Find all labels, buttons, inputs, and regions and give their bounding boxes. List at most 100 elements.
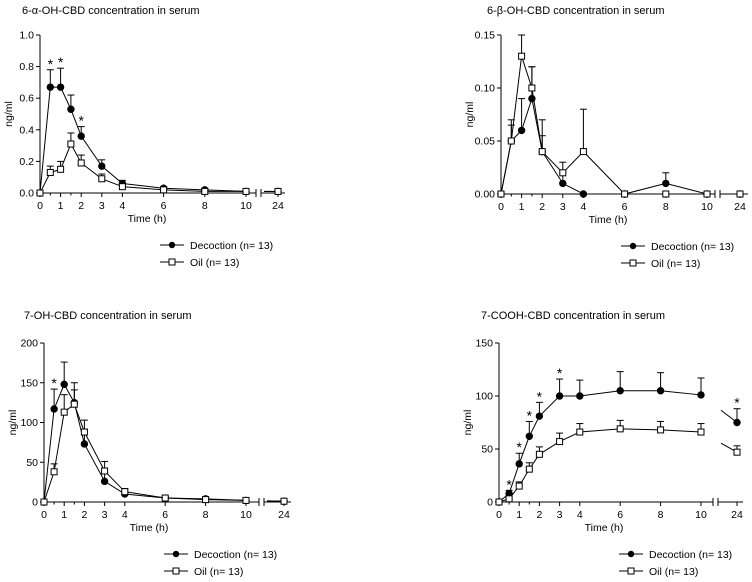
legend-item-decoction: Decoction (n= 13) [621, 241, 734, 253]
legend-marker [627, 550, 635, 558]
x-tick-label: 0 [498, 201, 504, 213]
data-point [101, 467, 109, 475]
series-oil [497, 34, 744, 198]
data-point [242, 496, 250, 504]
data-point [697, 428, 705, 436]
legend-label: Decoction (n= 13) [651, 241, 734, 253]
series-line [43, 403, 247, 503]
data-point [80, 428, 88, 436]
significance-marker: * [537, 388, 543, 404]
x-tick-label: 24 [278, 509, 290, 521]
x-tick-label: 4 [119, 200, 125, 212]
data-point [505, 495, 513, 503]
data-point [56, 83, 65, 91]
y-tick-label: 0 [487, 497, 493, 509]
data-point [100, 477, 109, 486]
legend-marker [627, 567, 635, 575]
y-tick-label: 0.2 [19, 156, 34, 168]
legend-item-oil: Oil (n= 13) [160, 257, 239, 269]
x-axis-label: Time (h) [128, 213, 167, 225]
series-line [39, 86, 247, 194]
legend-item-oil: Oil (n= 13) [619, 566, 698, 578]
series-line [500, 98, 708, 195]
series-oil [495, 419, 741, 506]
data-point [57, 165, 65, 173]
significance-marker: * [506, 476, 512, 492]
y-tick-label: 50 [26, 457, 38, 469]
data-point [525, 465, 533, 473]
x-tick-label: 24 [731, 509, 743, 521]
x-tick-label: 3 [102, 509, 108, 521]
data-point [515, 482, 523, 490]
data-point [538, 148, 546, 156]
x-tick-label: 10 [701, 201, 713, 213]
data-point [733, 448, 741, 456]
y-tick-label: 200 [20, 338, 38, 350]
data-point [40, 498, 48, 506]
x-tick-label: 6 [162, 509, 168, 521]
y-tick-label: 0.0 [19, 188, 34, 200]
x-axis-label: Time (h) [585, 522, 624, 534]
legend-marker [172, 550, 180, 558]
chart-panel-3: 7-OH-CBD concentration in serum050100150… [7, 310, 291, 578]
data-point [515, 460, 523, 468]
data-point [280, 497, 288, 505]
data-point [495, 498, 503, 506]
x-tick-label: 3 [99, 200, 105, 212]
data-point [559, 179, 567, 188]
data-point [559, 169, 567, 177]
legend-marker [172, 567, 180, 575]
significance-marker: * [78, 113, 84, 129]
legend-label: Decoction (n= 13) [190, 240, 273, 252]
data-point [576, 428, 584, 436]
data-point [46, 83, 54, 91]
legend-item-decoction: Decoction (n= 13) [619, 549, 732, 561]
x-tick-label: 8 [202, 200, 208, 212]
data-point [662, 179, 670, 188]
data-point [517, 126, 526, 135]
data-point [662, 190, 670, 198]
x-tick-label: 4 [122, 509, 128, 521]
y-axis-label: ng/ml [462, 410, 474, 436]
data-point [67, 140, 75, 148]
data-point [60, 380, 68, 389]
data-point [518, 52, 526, 60]
data-point [118, 183, 126, 191]
data-point [161, 494, 169, 502]
data-point [616, 425, 624, 433]
significance-marker: * [527, 407, 533, 423]
data-point [202, 496, 210, 504]
data-point [60, 408, 68, 416]
data-point [733, 418, 741, 427]
data-point [736, 190, 744, 198]
x-tick-label: 1 [519, 201, 525, 213]
x-tick-label: 24 [734, 201, 746, 213]
legend-item-oil: Oil (n= 13) [164, 566, 243, 578]
data-point [576, 392, 584, 400]
series-decoction [495, 371, 741, 506]
significance-marker: * [51, 375, 57, 391]
data-point [70, 400, 78, 408]
data-point [525, 432, 533, 440]
data-point [497, 190, 505, 198]
x-tick-label: 1 [61, 509, 67, 521]
series-oil [36, 132, 282, 197]
legend-item-decoction: Decoction (n= 13) [164, 549, 277, 561]
x-tick-label: 10 [695, 509, 707, 521]
x-tick-label: 8 [663, 201, 669, 213]
y-tick-label: 0.4 [19, 124, 34, 136]
data-point [121, 488, 129, 496]
x-tick-label: 6 [161, 200, 167, 212]
data-point [98, 162, 106, 170]
data-point [697, 391, 705, 399]
y-tick-label: 0.15 [475, 30, 496, 42]
data-point [46, 168, 54, 176]
legend-item-decoction: Decoction (n= 13) [160, 240, 273, 252]
legend-label: Decoction (n= 13) [194, 549, 277, 561]
chart-title: 7-COOH-CBD concentration in serum [481, 310, 665, 322]
significance-marker: * [516, 439, 522, 455]
series-line [500, 56, 707, 195]
data-point [507, 137, 515, 145]
x-tick-label: 3 [560, 201, 566, 213]
